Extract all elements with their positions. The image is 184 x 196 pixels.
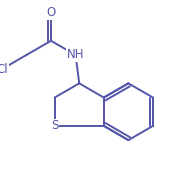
- Text: Cl: Cl: [0, 63, 8, 76]
- Text: S: S: [51, 119, 58, 132]
- Text: NH: NH: [67, 48, 84, 62]
- Text: O: O: [46, 6, 56, 19]
